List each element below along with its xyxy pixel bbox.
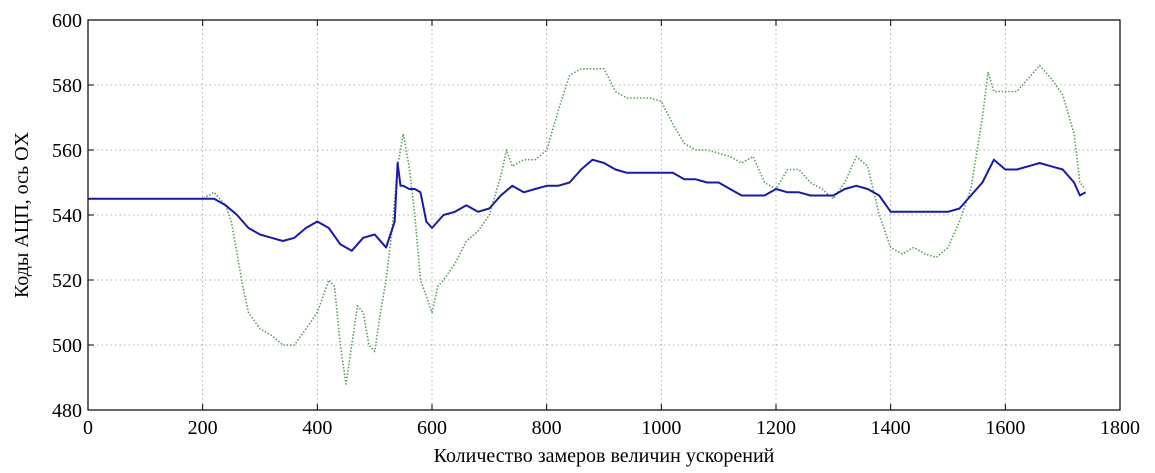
y-tick-label: 560 (52, 140, 82, 162)
y-axis-label: Коды АЦП, ось OX (11, 131, 33, 298)
x-tick-label: 1800 (1100, 417, 1140, 439)
x-axis-label: Количество замеров величин ускорений (434, 445, 775, 467)
axis-ticks: 0 200 400 600 800 1000 1200 1400 1600 1800 480 500 5… (52, 10, 1140, 439)
x-tick-label: 1200 (756, 417, 796, 439)
x-tick-label: 400 (302, 417, 332, 439)
y-tick-label: 600 (52, 10, 82, 32)
x-tick-label: 0 (83, 417, 93, 439)
y-tick-label: 480 (52, 400, 82, 422)
x-tick-label: 600 (417, 417, 447, 439)
x-tick-label: 1600 (985, 417, 1025, 439)
grid-lines (88, 20, 1120, 410)
x-tick-label: 800 (532, 417, 562, 439)
x-tick-label: 200 (188, 417, 218, 439)
x-tick-label: 1000 (641, 417, 681, 439)
series-layer (88, 64, 1087, 385)
plot-area (88, 20, 1120, 410)
x-tick-label: 1400 (871, 417, 911, 439)
y-tick-label: 540 (52, 205, 82, 227)
y-tick-label: 500 (52, 335, 82, 357)
y-tick-label: 520 (52, 270, 82, 292)
y-tick-label: 580 (52, 75, 82, 97)
series-line-solid (88, 158, 1087, 252)
